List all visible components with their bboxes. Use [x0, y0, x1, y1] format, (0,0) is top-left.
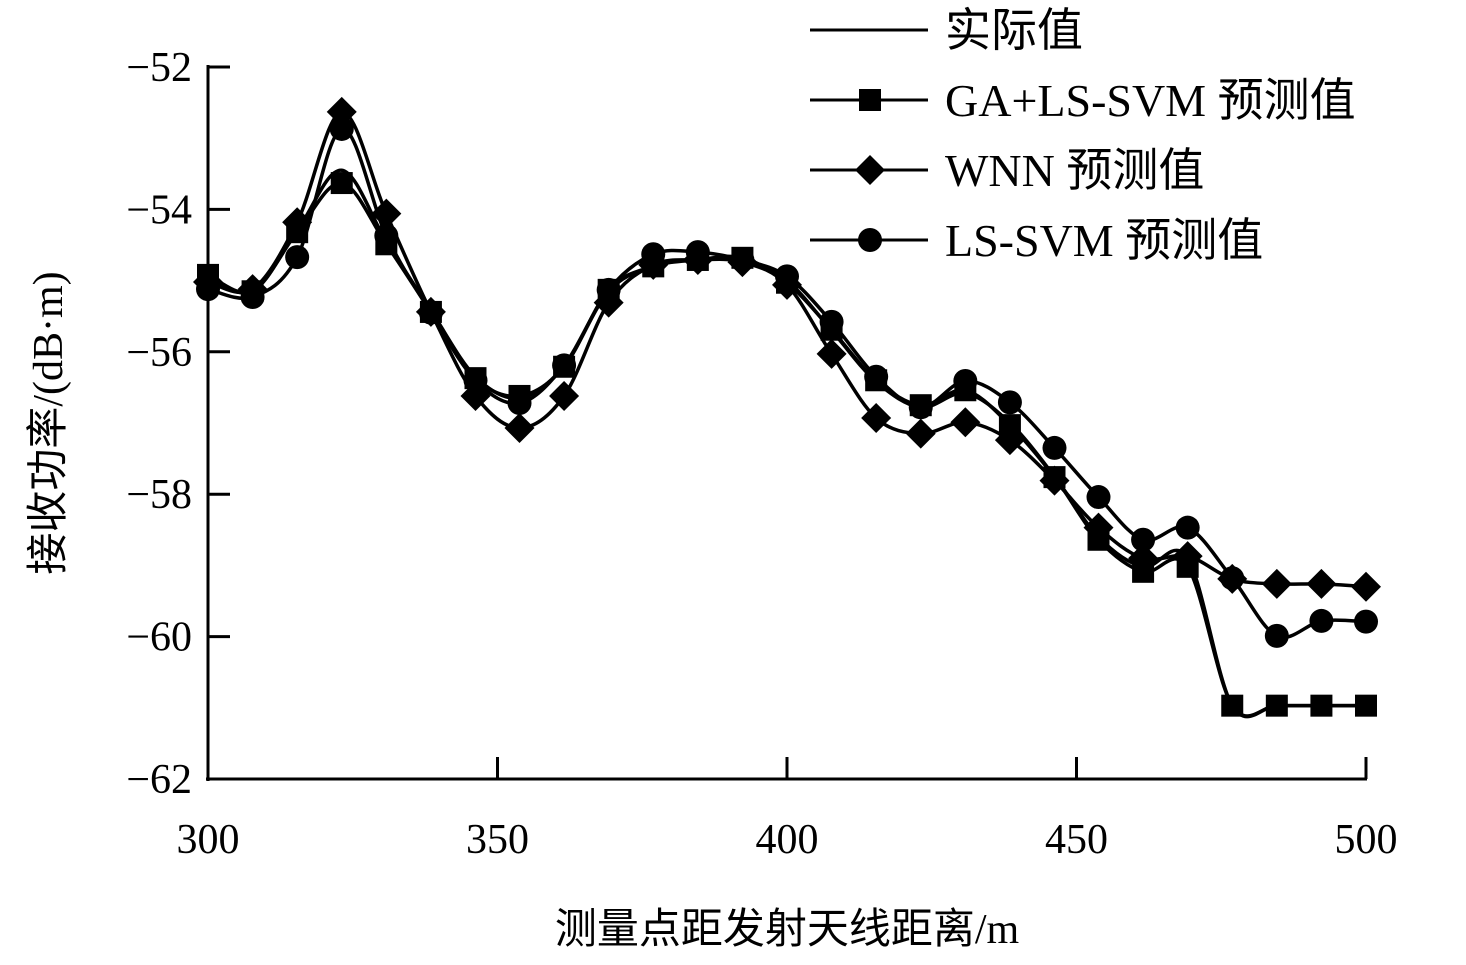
data-point-circle	[1042, 435, 1067, 460]
data-point-circle	[240, 284, 265, 309]
data-point-diamond	[1306, 568, 1337, 599]
x-tick-label: 300	[177, 817, 240, 863]
legend-label: GA+LS-SVM 预测值	[945, 75, 1356, 126]
y-tick-label: −58	[126, 472, 192, 518]
data-point-diamond	[1128, 543, 1159, 574]
data-point-circle	[908, 395, 933, 420]
data-point-square	[1265, 694, 1288, 717]
data-point-square	[330, 172, 353, 195]
data-point-circle	[775, 264, 799, 289]
data-point-diamond	[504, 412, 535, 443]
x-axis-label: 测量点距发射天线距离/m	[555, 906, 1020, 953]
data-point-circle	[864, 364, 889, 389]
legend: 实际值 GA+LS-SVM 预测值 WNN 预测值 LS-SVM 预测值	[810, 5, 1356, 266]
data-point-diamond	[950, 407, 981, 438]
y-tick-label: −56	[126, 330, 192, 376]
data-point-diamond	[1261, 568, 1292, 599]
data-point-circle	[858, 228, 882, 252]
data-point-circle	[953, 368, 978, 393]
data-point-diamond	[994, 425, 1025, 456]
data-point-circle	[819, 309, 844, 334]
legend-item: WNN 预测值	[810, 145, 1204, 196]
data-point-square	[1221, 694, 1244, 717]
data-point-diamond	[549, 380, 580, 411]
data-point-circle	[285, 245, 310, 270]
y-axis-label: 接收功率/(dB·m)	[25, 271, 72, 574]
plot-area	[193, 96, 1381, 719]
data-point-diamond	[282, 207, 313, 238]
data-point-diamond	[1351, 571, 1381, 602]
x-tick-label: 400	[756, 817, 819, 863]
y-tick-label: −54	[126, 187, 192, 233]
data-point-diamond	[1083, 512, 1114, 543]
data-point-circle	[1354, 609, 1378, 634]
data-point-square	[1355, 694, 1377, 717]
legend-item: LS-SVM 预测值	[810, 215, 1263, 266]
data-point-circle	[507, 391, 532, 416]
data-point-circle	[1175, 515, 1200, 540]
data-point-circle	[463, 368, 488, 393]
legend-item: GA+LS-SVM 预测值	[810, 75, 1356, 126]
data-point-circle	[730, 247, 755, 272]
data-point-diamond	[816, 338, 847, 369]
legend-label: WNN 预测值	[945, 145, 1204, 196]
data-point-circle	[418, 300, 443, 325]
data-point-circle	[329, 116, 354, 141]
data-point-circle	[1131, 527, 1156, 552]
legend-label: 实际值	[945, 5, 1083, 56]
x-tick-label: 350	[466, 817, 529, 863]
data-point-circle	[552, 353, 577, 378]
data-point-diamond	[326, 96, 357, 127]
ticks: −52 −54 −56 −58 −60 −62 300 350 400 450 500	[126, 45, 1397, 863]
data-point-square	[859, 89, 881, 111]
series-3	[196, 116, 1378, 648]
y-tick-label: −52	[126, 45, 192, 91]
data-point-circle	[1220, 566, 1245, 591]
data-point-circle	[596, 277, 621, 302]
legend-label: LS-SVM 预测值	[945, 215, 1263, 266]
data-point-diamond	[905, 418, 936, 449]
data-point-diamond	[1039, 465, 1070, 496]
data-point-circle	[1086, 485, 1111, 510]
x-tick-label: 500	[1335, 817, 1398, 863]
y-tick-label: −62	[126, 757, 192, 803]
data-point-circle	[685, 240, 710, 265]
data-point-circle	[1309, 608, 1334, 633]
data-point-circle	[1264, 623, 1289, 648]
data-point-circle	[997, 390, 1022, 415]
data-point-square	[1310, 694, 1333, 717]
x-tick-label: 450	[1045, 817, 1108, 863]
y-tick-label: −60	[126, 615, 192, 661]
data-point-diamond	[855, 155, 885, 185]
data-point-diamond	[1172, 541, 1203, 572]
data-point-circle	[641, 242, 666, 267]
data-point-circle	[374, 223, 399, 248]
legend-item: 实际值	[810, 5, 1083, 56]
data-point-diamond	[861, 403, 892, 434]
